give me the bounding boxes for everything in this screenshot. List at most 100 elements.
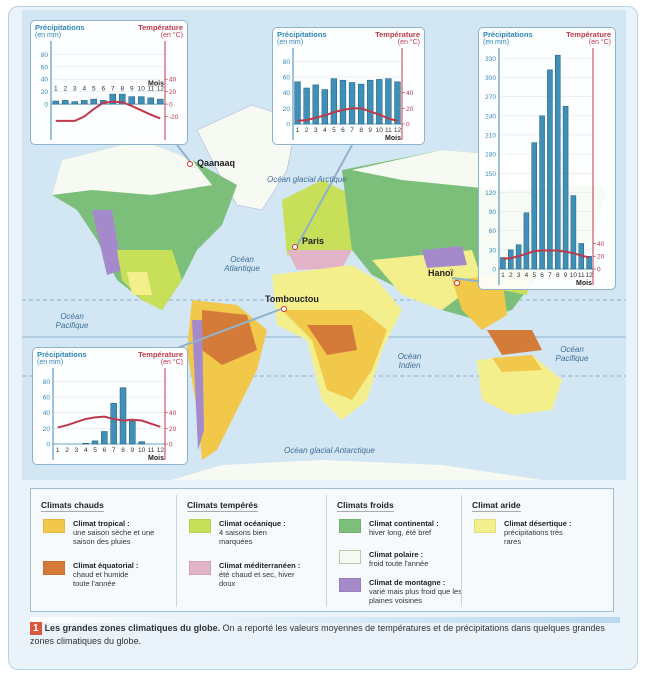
month-tick-label: 12	[394, 127, 402, 134]
precip-bar	[129, 421, 136, 445]
legend-group-cold: Climats froids Climat continental : hiver…	[326, 495, 462, 607]
precip-tick-label: 0	[492, 267, 496, 274]
precip-tick-label: 90	[489, 209, 497, 216]
precip-tick-label: 20	[43, 426, 51, 433]
temp-tick-label: 0	[597, 267, 601, 274]
precip-bar	[339, 79, 347, 125]
legend-item-desc: été chaud et sec, hiver doux	[219, 570, 295, 588]
legend-swatch-polar	[339, 550, 361, 564]
month-tick-label: 4	[525, 272, 529, 279]
precip-bar	[586, 255, 592, 270]
figure-caption: 1 Les grandes zones climatiques du globe.…	[30, 622, 620, 648]
precip-bar	[330, 78, 338, 125]
city-marker-hanoi	[454, 280, 460, 286]
temp-tick-label: 20	[406, 106, 414, 113]
legend-item-name: Climat continental :	[369, 519, 439, 528]
month-tick-label: 5	[332, 127, 336, 134]
month-tick-label: 8	[120, 85, 124, 92]
precip-bar	[91, 440, 99, 445]
chart-temp-unit: (en °C)	[588, 39, 611, 46]
precip-bar	[156, 98, 164, 105]
precip-bar	[539, 115, 545, 270]
precip-bar	[128, 96, 136, 105]
month-tick-label: 1	[54, 85, 58, 92]
temp-tick-label: 0	[169, 102, 173, 109]
precip-tick-label: 20	[283, 106, 291, 113]
caption-text: On a reporté les valeurs moyennes de tem…	[30, 623, 605, 646]
temp-tick-label: 20	[169, 89, 177, 96]
month-tick-label: 11	[385, 127, 392, 134]
month-tick-label: 8	[121, 447, 125, 454]
precip-bar	[321, 89, 328, 125]
precip-bar	[357, 83, 365, 125]
precip-tick-label: 80	[41, 52, 49, 59]
temp-tick-label: -20	[169, 114, 179, 121]
chart-temp-unit: (en °C)	[397, 39, 420, 46]
legend-item-name: Climat méditerranéen :	[219, 561, 301, 570]
chart-precip-unit: (en mm)	[277, 39, 304, 46]
precip-tick-label: 180	[485, 152, 496, 159]
month-tick-label: 3	[73, 85, 77, 92]
legend-item-desc: précipitations très rares	[504, 528, 563, 546]
temperature-line	[57, 415, 161, 429]
chart-temp-unit: (en °C)	[160, 359, 183, 366]
month-tick-label: 2	[63, 85, 67, 92]
chart-precip-unit: (en mm)	[483, 39, 510, 46]
legend-group-title: Climats tempérés	[187, 500, 258, 512]
month-tick-label: 9	[564, 272, 568, 279]
legend-item-desc: hiver long, été bref	[369, 528, 432, 537]
temp-tick-label: 40	[169, 77, 177, 84]
month-axis-label: Mois	[576, 280, 592, 287]
month-tick-label: 7	[111, 85, 115, 92]
chart-temp-title: Température	[566, 30, 611, 39]
precip-bar	[312, 84, 319, 125]
city-marker-tombouctou	[281, 306, 287, 312]
figure-number: 1	[30, 622, 42, 635]
month-tick-label: 7	[548, 272, 552, 279]
ocean-label-antarctic: Océan glacial Antarctique	[284, 446, 375, 455]
chart-precip-unit: (en mm)	[37, 359, 64, 366]
temperature-line	[297, 107, 398, 122]
month-tick-label: 7	[112, 447, 116, 454]
city-label-paris: Paris	[302, 236, 325, 246]
month-tick-label: 10	[570, 272, 578, 279]
month-tick-label: 10	[138, 447, 146, 454]
legend-swatch-tropical	[43, 519, 65, 533]
month-tick-label: 11	[578, 272, 585, 279]
precip-tick-label: 0	[46, 442, 50, 449]
precip-tick-label: 30	[489, 247, 497, 254]
climate-chart-tombouctou: Précipitations (en mm) Température (en °C) 0…	[32, 347, 188, 465]
climate-chart-qaanaaq: Précipitations (en mm) Température (en °C) 0…	[30, 20, 188, 145]
month-axis-label: Mois	[148, 455, 164, 462]
precip-bar	[500, 257, 506, 270]
precip-bar	[554, 54, 561, 270]
legend-group-title: Climats froids	[337, 500, 394, 512]
chart-temp-title: Température	[138, 350, 183, 359]
precip-tick-label: 40	[43, 410, 51, 417]
caption-title: Les grandes zones climatiques du globe.	[44, 623, 221, 633]
month-tick-label: 5	[532, 272, 536, 279]
month-tick-label: 8	[359, 127, 363, 134]
temp-tick-label: 20	[597, 254, 605, 261]
precip-bar	[348, 82, 356, 125]
climate-chart-hanoi: Précipitations (en mm) Température (en °C) 0…	[478, 27, 616, 290]
precip-tick-label: 240	[485, 113, 496, 120]
temp-tick-label: 40	[169, 410, 177, 417]
climate-chart-paris: Précipitations (en mm) Température (en °C) 0…	[272, 27, 425, 145]
precip-bar	[523, 212, 530, 270]
month-tick-label: 10	[138, 85, 146, 92]
legend-item-desc: chaud et humide toute l'année	[73, 570, 129, 588]
month-tick-label: 11	[148, 447, 155, 454]
ocean-label-pacific-east: Océan Pacifique	[555, 345, 589, 363]
ocean-label-indian: Océan Indien	[397, 352, 422, 370]
month-tick-label: 1	[501, 272, 505, 279]
legend: Climats chauds Climat tropical : une sais…	[30, 488, 614, 612]
precip-tick-label: 60	[283, 75, 291, 82]
precip-bar	[82, 442, 89, 445]
month-tick-label: 9	[130, 85, 134, 92]
precip-bar	[376, 79, 383, 125]
precip-bar	[80, 100, 88, 105]
month-tick-label: 3	[517, 272, 521, 279]
